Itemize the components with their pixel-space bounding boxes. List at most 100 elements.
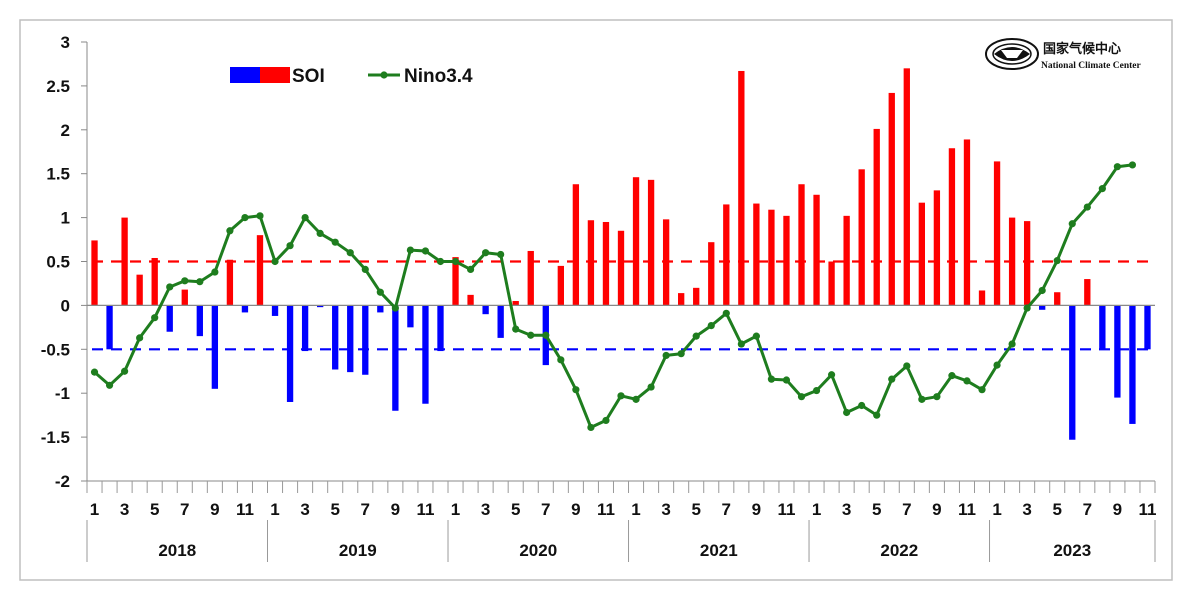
soi-bar [1099, 305, 1106, 350]
x-month-label: 11 [597, 500, 615, 519]
soi-bar [1054, 292, 1061, 306]
nino34-point [105, 381, 114, 389]
nino34-point [1023, 304, 1031, 312]
soi-bar [647, 179, 655, 306]
soi-bar [211, 305, 219, 389]
nino34-point [827, 371, 836, 379]
y-axis: 3 2.5 2 1.5 1 0.5 0 -0.5 -1 -1.5 -2 [41, 33, 88, 491]
nino34-point [90, 368, 99, 376]
nino34-point [211, 268, 219, 276]
soi-bar [1039, 305, 1046, 310]
soi-bar [121, 217, 128, 306]
x-month-label: 9 [391, 500, 400, 519]
x-month-label: 11 [1138, 500, 1156, 519]
nino34-point [376, 288, 384, 296]
nino34-point [361, 265, 369, 274]
x-month-label: 9 [1113, 500, 1122, 519]
nino34-series [90, 161, 1137, 432]
soi-bar [933, 190, 941, 306]
nino34-point [196, 278, 204, 286]
x-month-label: 1 [631, 500, 640, 519]
y-tick-label: 2 [61, 121, 70, 140]
soi-bar [407, 305, 414, 328]
nino34-point [136, 334, 144, 342]
nino34-point [286, 242, 294, 250]
x-month-label: 9 [571, 500, 580, 519]
soi-bar [452, 257, 459, 306]
nino34-point [166, 283, 174, 291]
nino34-line [93, 163, 1133, 429]
x-year-label: 2022 [880, 541, 918, 560]
soi-bar [587, 220, 595, 306]
x-month-label: 5 [330, 500, 339, 519]
nino34-point [677, 350, 685, 358]
soi-bar [437, 305, 444, 352]
x-month-label: 7 [722, 500, 731, 519]
x-month-label: 7 [180, 500, 189, 519]
soi-bar [377, 305, 384, 313]
soi-bar [768, 209, 775, 306]
soi-bar [482, 305, 489, 315]
threshold-lines [92, 260, 1155, 351]
soi-bar [332, 305, 339, 370]
soi-bar [256, 235, 264, 306]
soi-bar [362, 305, 369, 375]
soi-bar [557, 265, 564, 306]
soi-bar [738, 70, 745, 306]
nino34-point [301, 214, 309, 222]
x-month-label: 9 [932, 500, 941, 519]
soi-bar [392, 305, 399, 411]
x-month-label: 1 [270, 500, 279, 519]
logo-english-name: National Climate Center [1041, 61, 1142, 71]
legend-soi-label: SOI [292, 66, 325, 87]
soi-bar [301, 305, 309, 352]
soi-bar [271, 305, 279, 316]
nino34-point [978, 386, 986, 394]
x-month-label: 3 [300, 500, 309, 519]
soi-bar [993, 161, 1001, 306]
nino34-point [256, 212, 264, 220]
soi-bar [978, 290, 986, 306]
soi-bar [1114, 305, 1121, 398]
x-month-label: 3 [661, 500, 670, 519]
nino34-point [797, 393, 806, 401]
nino34-point [888, 375, 896, 383]
x-month-label: 5 [511, 500, 520, 519]
soi-bar [723, 204, 730, 306]
nino34-point [1068, 220, 1076, 228]
y-tick-label: -1 [55, 384, 70, 403]
y-tick-label: 0.5 [46, 253, 70, 272]
y-tick-label: -0.5 [41, 340, 70, 359]
soi-bar [1069, 305, 1076, 440]
soi-bar [918, 202, 926, 306]
soi-bar [512, 301, 519, 306]
nino34-point [572, 386, 580, 394]
soi-bar [708, 242, 715, 306]
nino34-point [948, 372, 956, 380]
nino34-point [963, 377, 971, 385]
x-month-label: 5 [150, 500, 159, 519]
x-year-label: 2018 [158, 541, 196, 560]
soi-bar [948, 148, 956, 306]
soi-bar [1144, 305, 1151, 350]
nino34-point [707, 321, 715, 330]
nino34-point [241, 214, 249, 222]
nino34-point [151, 314, 159, 322]
x-year-label: 2021 [700, 541, 738, 560]
nino34-point [421, 247, 430, 255]
nino34-point [1038, 286, 1046, 295]
soi-bar [693, 287, 700, 306]
soi-bar [166, 305, 173, 332]
soi-bar [873, 128, 880, 306]
x-year-label: 2020 [519, 541, 557, 560]
x-month-label: 5 [691, 500, 700, 519]
x-month-label: 11 [416, 500, 434, 519]
soi-bar [497, 305, 504, 338]
x-month-label: 3 [120, 500, 129, 519]
nino34-point [722, 309, 730, 317]
nino34-point [632, 395, 640, 403]
nino34-point [993, 361, 1001, 369]
nino34-point [436, 257, 445, 266]
soi-bar [903, 68, 910, 306]
nino34-point [466, 265, 475, 274]
